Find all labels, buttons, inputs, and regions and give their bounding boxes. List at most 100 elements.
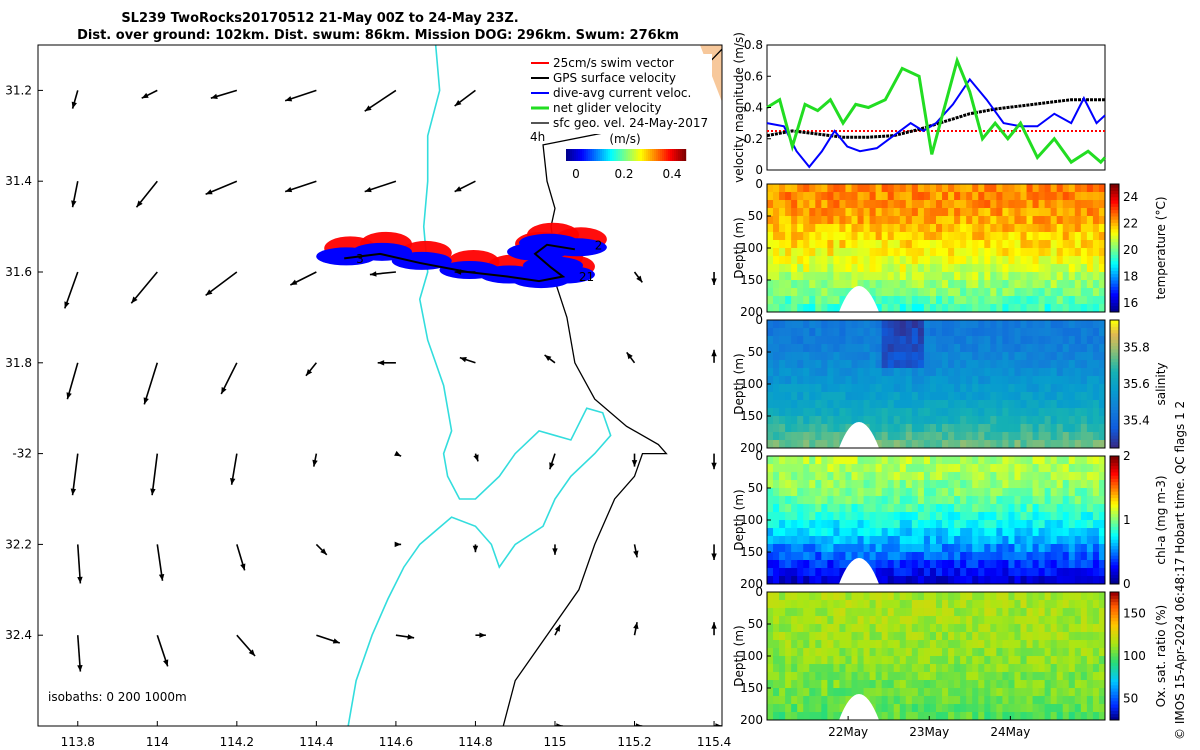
- current-arrow: [315, 543, 328, 556]
- section-cell: [1062, 544, 1070, 553]
- section-cell: [1044, 320, 1052, 329]
- section-cell: [929, 208, 937, 217]
- section-cell: [1026, 400, 1034, 409]
- section-cell: [1008, 368, 1015, 377]
- section-cell: [948, 424, 955, 433]
- section-cell: [996, 360, 1003, 369]
- section-cell: [803, 320, 810, 329]
- section-cell: [845, 480, 852, 489]
- section-cell: [773, 344, 780, 353]
- section-cell: [857, 272, 865, 281]
- section-cell: [779, 416, 786, 425]
- section-cell: [960, 376, 967, 385]
- section-cell: [773, 232, 780, 241]
- section-cell: [869, 208, 877, 217]
- section-cell: [779, 664, 786, 673]
- section-cell: [1020, 424, 1028, 433]
- section-cell: [815, 456, 822, 465]
- section-cell: [929, 704, 937, 713]
- section-cell: [863, 256, 871, 265]
- section-cell: [893, 296, 901, 305]
- section-cell: [815, 472, 822, 481]
- current-arrow: [76, 635, 83, 672]
- colorbar-cell: [600, 149, 603, 161]
- section-cell: [1068, 264, 1076, 273]
- section-cell: [966, 536, 973, 545]
- section-cell: [996, 408, 1003, 417]
- section-cell: [966, 360, 973, 369]
- section-cell: [917, 280, 925, 289]
- section-cell: [863, 624, 871, 633]
- section-cell: [936, 224, 943, 233]
- section-cell: [809, 432, 816, 441]
- section-cell: [1086, 712, 1094, 721]
- section-cell: [779, 264, 786, 273]
- colorbar-cell: [658, 149, 661, 161]
- section-cell: [1050, 328, 1058, 337]
- section-cell: [893, 184, 901, 193]
- section-cell: [923, 672, 931, 681]
- section-cell: [917, 208, 925, 217]
- section-cell: [1092, 544, 1100, 553]
- section-cell: [875, 216, 883, 225]
- section-cell: [797, 200, 804, 209]
- section-cell: [833, 232, 840, 241]
- section-cell: [954, 544, 961, 553]
- section-cell: [954, 232, 961, 241]
- section-cell: [833, 576, 840, 585]
- section-cell: [1068, 696, 1076, 705]
- section-cell: [1032, 520, 1040, 529]
- section-cell: [1002, 456, 1009, 465]
- section-cell: [821, 688, 828, 697]
- section-cell: [984, 288, 991, 297]
- section-cell: [863, 240, 871, 249]
- section-cell: [797, 528, 804, 537]
- section-cell: [1008, 648, 1015, 657]
- arrow-head: [549, 462, 555, 470]
- section-cell: [1074, 480, 1082, 489]
- section-cell: [821, 248, 828, 257]
- section-cell: [1026, 472, 1034, 481]
- section-cell: [960, 192, 967, 201]
- section-cell: [1032, 568, 1040, 577]
- section-cell: [984, 424, 991, 433]
- section-cell: [917, 232, 925, 241]
- section-cell: [1026, 240, 1034, 249]
- section-cell: [833, 680, 840, 689]
- y-tick-label: 100: [740, 649, 763, 663]
- section-cell: [1044, 488, 1052, 497]
- section-cell: [863, 264, 871, 273]
- section-cell: [839, 680, 846, 689]
- section-cell: [767, 296, 774, 305]
- section-cell: [990, 512, 997, 521]
- section-cell: [905, 208, 913, 217]
- section-cell: [785, 544, 792, 553]
- current-arrow: [552, 544, 558, 555]
- section-cell: [923, 552, 931, 561]
- section-cell: [773, 640, 780, 649]
- section-cell: [1038, 336, 1046, 345]
- colorbar-cell: [1110, 684, 1119, 689]
- section-cell: [1008, 232, 1015, 241]
- section-cell: [1002, 480, 1009, 489]
- colorbar-cell: [668, 149, 671, 161]
- y-tick-label: 0.6: [744, 69, 763, 83]
- section-cell: [990, 544, 997, 553]
- section-cell: [1008, 360, 1015, 369]
- section-cell: [767, 624, 774, 633]
- section-cell: [1044, 432, 1052, 441]
- colorbar-cell: [1110, 694, 1119, 699]
- section-cell: [893, 208, 901, 217]
- section-cell: [1032, 616, 1040, 625]
- section-cell: [1026, 256, 1034, 265]
- section-cell: [1038, 512, 1046, 521]
- section-cell: [1026, 376, 1034, 385]
- section-cell: [1074, 320, 1082, 329]
- section-cell: [960, 336, 967, 345]
- section-cell: [1008, 280, 1015, 289]
- section-cell: [881, 360, 889, 369]
- colorbar-cell: [592, 149, 595, 161]
- section-cell: [948, 344, 955, 353]
- section-cell: [1092, 480, 1100, 489]
